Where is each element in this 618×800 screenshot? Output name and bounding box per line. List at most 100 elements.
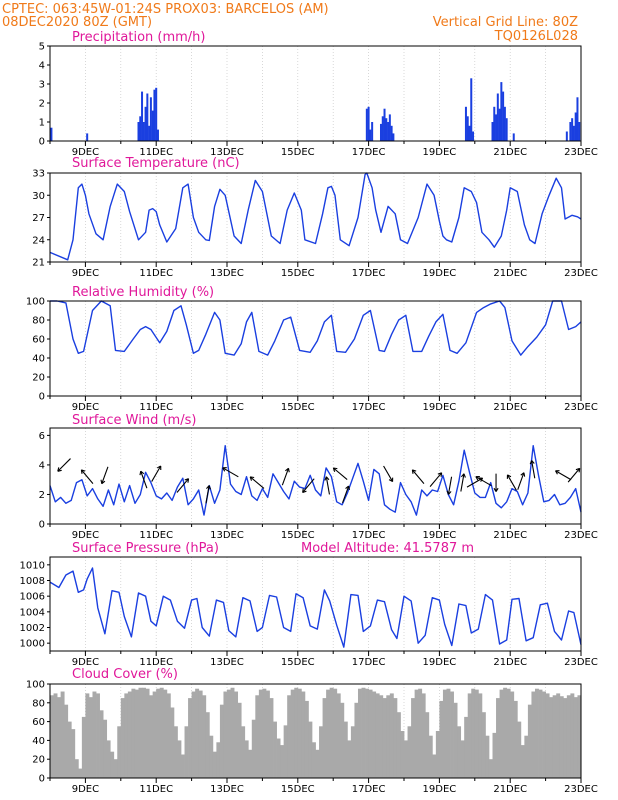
wind-xtick-label: 21DEC xyxy=(493,530,527,541)
cloud-bar xyxy=(163,689,168,778)
pressure-yaxis: 1000 1002 1004 1006 1008 1010 xyxy=(20,560,50,650)
cloud-bar xyxy=(280,745,285,778)
cloud-bar xyxy=(74,759,79,778)
precip-bar xyxy=(512,133,515,141)
cloud-bar xyxy=(478,693,483,778)
cloud-bar xyxy=(159,687,164,778)
wind-arrow xyxy=(249,476,265,489)
precip-bar xyxy=(144,106,147,141)
cloud-bar xyxy=(78,768,83,778)
cloud-bar xyxy=(106,740,111,778)
cloud-bar xyxy=(446,688,451,778)
cloud-bar xyxy=(524,735,529,778)
cloud-bar xyxy=(244,740,249,778)
wind-frame xyxy=(49,427,582,525)
cloud-bar xyxy=(184,726,189,778)
cloud-bar xyxy=(57,697,62,778)
cloud-bar xyxy=(304,700,309,778)
cloud-bar xyxy=(60,691,65,778)
cloud-bar xyxy=(400,731,405,778)
temperature-xtick-label: 19DEC xyxy=(423,268,457,279)
wind-xtick-label: 17DEC xyxy=(352,530,386,541)
pressure-ytick-label: 1008 xyxy=(20,576,45,587)
cloud-bar xyxy=(276,738,281,778)
precip-xtick-label: 15DEC xyxy=(281,147,315,158)
precip-ytick-label: 5 xyxy=(39,42,45,53)
cloud-bar xyxy=(329,687,334,778)
cloud-bar xyxy=(120,698,125,778)
cloud-bar xyxy=(357,688,362,778)
cloud-bar xyxy=(322,698,327,778)
precip-bar xyxy=(500,82,503,141)
cloud-xtick-label: 13DEC xyxy=(210,784,244,795)
humidity-xaxis: 9DEC 11DEC 13DEC 15DEC 17DEC 19DEC 21DEC 23DEC xyxy=(49,396,598,413)
cloud-bar xyxy=(492,732,497,778)
temperature-ytick-label: 27 xyxy=(32,213,45,224)
wind-title: Surface Wind (m/s) xyxy=(72,413,196,428)
wind-xtick-label: 13DEC xyxy=(210,530,244,541)
precip-bar xyxy=(50,127,53,141)
precip-bar xyxy=(86,133,89,141)
pressure-xtick-label: 21DEC xyxy=(493,657,527,668)
cloud-bar xyxy=(287,695,292,778)
cloud-bar xyxy=(138,687,143,778)
cloud-bar xyxy=(336,693,341,778)
precip-bar xyxy=(496,93,499,141)
precip-xtick-label: 9DEC xyxy=(72,147,99,158)
wind-arrow xyxy=(493,473,499,492)
cloud-bar xyxy=(457,726,462,778)
pressure-series-line xyxy=(49,567,582,648)
cloud-xtick-label: 17DEC xyxy=(352,784,386,795)
wind-arrow xyxy=(411,469,425,484)
wind-arrow xyxy=(383,465,394,483)
cloud-bar xyxy=(534,688,539,778)
wind-arrow xyxy=(205,485,212,504)
temperature-yaxis: 21 24 27 30 33 xyxy=(32,169,50,269)
wind-arrow xyxy=(517,472,526,490)
temperature-xtick-label: 21DEC xyxy=(493,268,527,279)
wind-arrow xyxy=(332,467,348,480)
precip-bar xyxy=(146,93,149,141)
header-code: TQ0126L028 xyxy=(494,29,578,44)
cloud-bar xyxy=(308,721,313,778)
cloud-bar xyxy=(124,693,129,778)
temperature-xtick-label: 17DEC xyxy=(352,268,386,279)
pressure-marks xyxy=(49,567,582,648)
cloud-bar xyxy=(552,695,557,778)
cloud-bar xyxy=(156,688,161,778)
cloud-bar xyxy=(319,726,323,778)
precip-grid xyxy=(85,46,546,141)
wind-arrow xyxy=(324,476,330,495)
cloud-bar xyxy=(177,740,182,778)
temperature-series-line xyxy=(49,172,582,261)
precip-bar xyxy=(155,87,158,141)
cloud-bar xyxy=(170,707,175,778)
precip-bar xyxy=(470,78,473,141)
pressure-ytick-label: 1006 xyxy=(20,592,45,603)
cloud-bar xyxy=(269,698,274,778)
wind-arrow xyxy=(222,467,239,478)
precip-bar xyxy=(385,118,388,141)
cloud-bar xyxy=(198,690,203,778)
wind-arrow xyxy=(100,466,109,485)
cloud-bar xyxy=(234,691,239,778)
cloud-bar xyxy=(520,745,525,778)
cloud-bar xyxy=(88,697,93,778)
cloud-bar xyxy=(188,698,192,778)
cloud-xtick-label: 21DEC xyxy=(493,784,527,795)
cloud-bar xyxy=(425,712,430,778)
cloud-bar xyxy=(216,742,221,778)
cloud-bar xyxy=(407,726,412,778)
pressure-xtick-label: 15DEC xyxy=(281,657,315,668)
temperature-ytick-label: 24 xyxy=(32,235,45,246)
wind-panel: Surface Wind (m/s) 0 2 4 6 9DEC 11DEC 13DEC 15… xyxy=(39,413,598,541)
cloud-bar xyxy=(488,759,493,778)
cloud-bar xyxy=(559,696,564,778)
humidity-xtick-label: 21DEC xyxy=(493,402,527,413)
precip-xtick-label: 11DEC xyxy=(139,147,173,158)
cloud-bar xyxy=(450,691,454,778)
header-station: CPTEC: 063:45W-01:24S PROX03: BARCELOS (… xyxy=(2,2,329,17)
cloud-bar xyxy=(149,695,154,778)
precip-bar xyxy=(493,106,496,141)
precip-bar xyxy=(153,89,156,141)
